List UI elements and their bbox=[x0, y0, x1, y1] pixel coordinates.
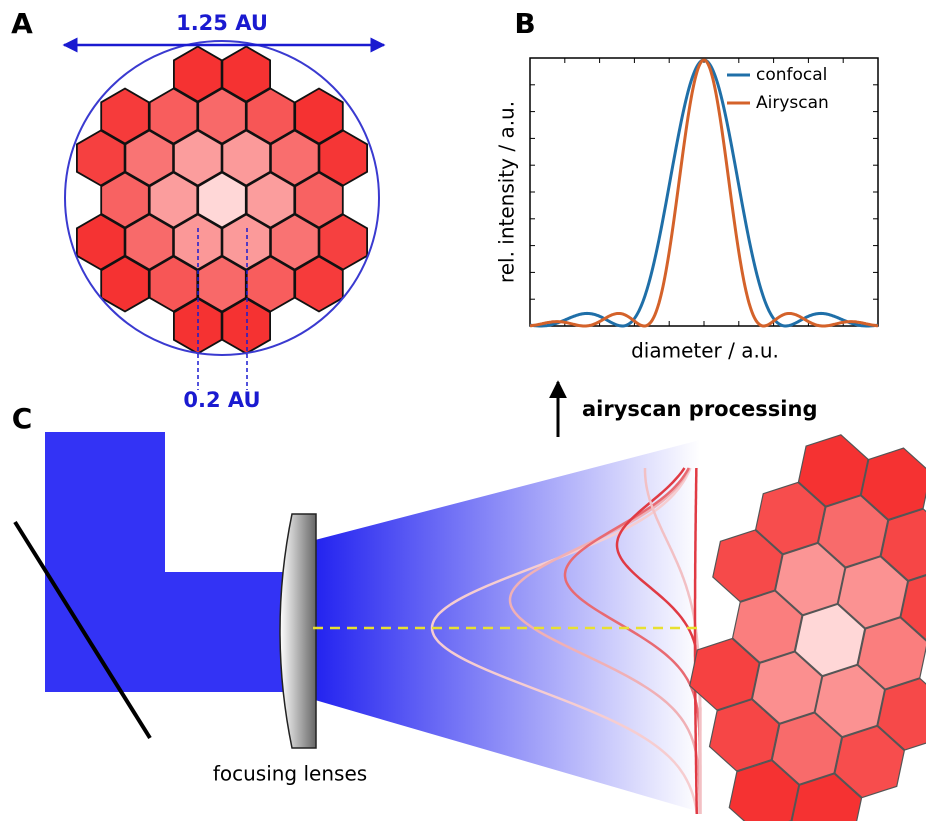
x-axis-label: diameter / a.u. bbox=[631, 339, 779, 363]
beam bbox=[315, 440, 700, 812]
lens bbox=[280, 514, 316, 748]
process-label: airyscan processing bbox=[582, 397, 817, 421]
pixel-label: 0.2 AU bbox=[183, 388, 260, 412]
laser-beam bbox=[45, 432, 165, 574]
panel-label: B bbox=[514, 7, 535, 40]
width-label: 1.25 AU bbox=[176, 11, 268, 35]
legend-label: Airyscan bbox=[756, 93, 829, 113]
legend: confocal Airyscan bbox=[727, 65, 829, 113]
detector-array bbox=[663, 415, 926, 821]
y-axis-label: rel. intensity / a.u. bbox=[495, 101, 519, 283]
lens-label: focusing lenses bbox=[213, 762, 367, 786]
panel-label: A bbox=[11, 7, 33, 40]
legend-label: confocal bbox=[756, 65, 827, 85]
figure: A 1.25 AU 0.2 AU B confocal Airyscan rel.… bbox=[0, 0, 926, 821]
panel-label: C bbox=[12, 402, 33, 435]
detector-array bbox=[77, 47, 367, 354]
